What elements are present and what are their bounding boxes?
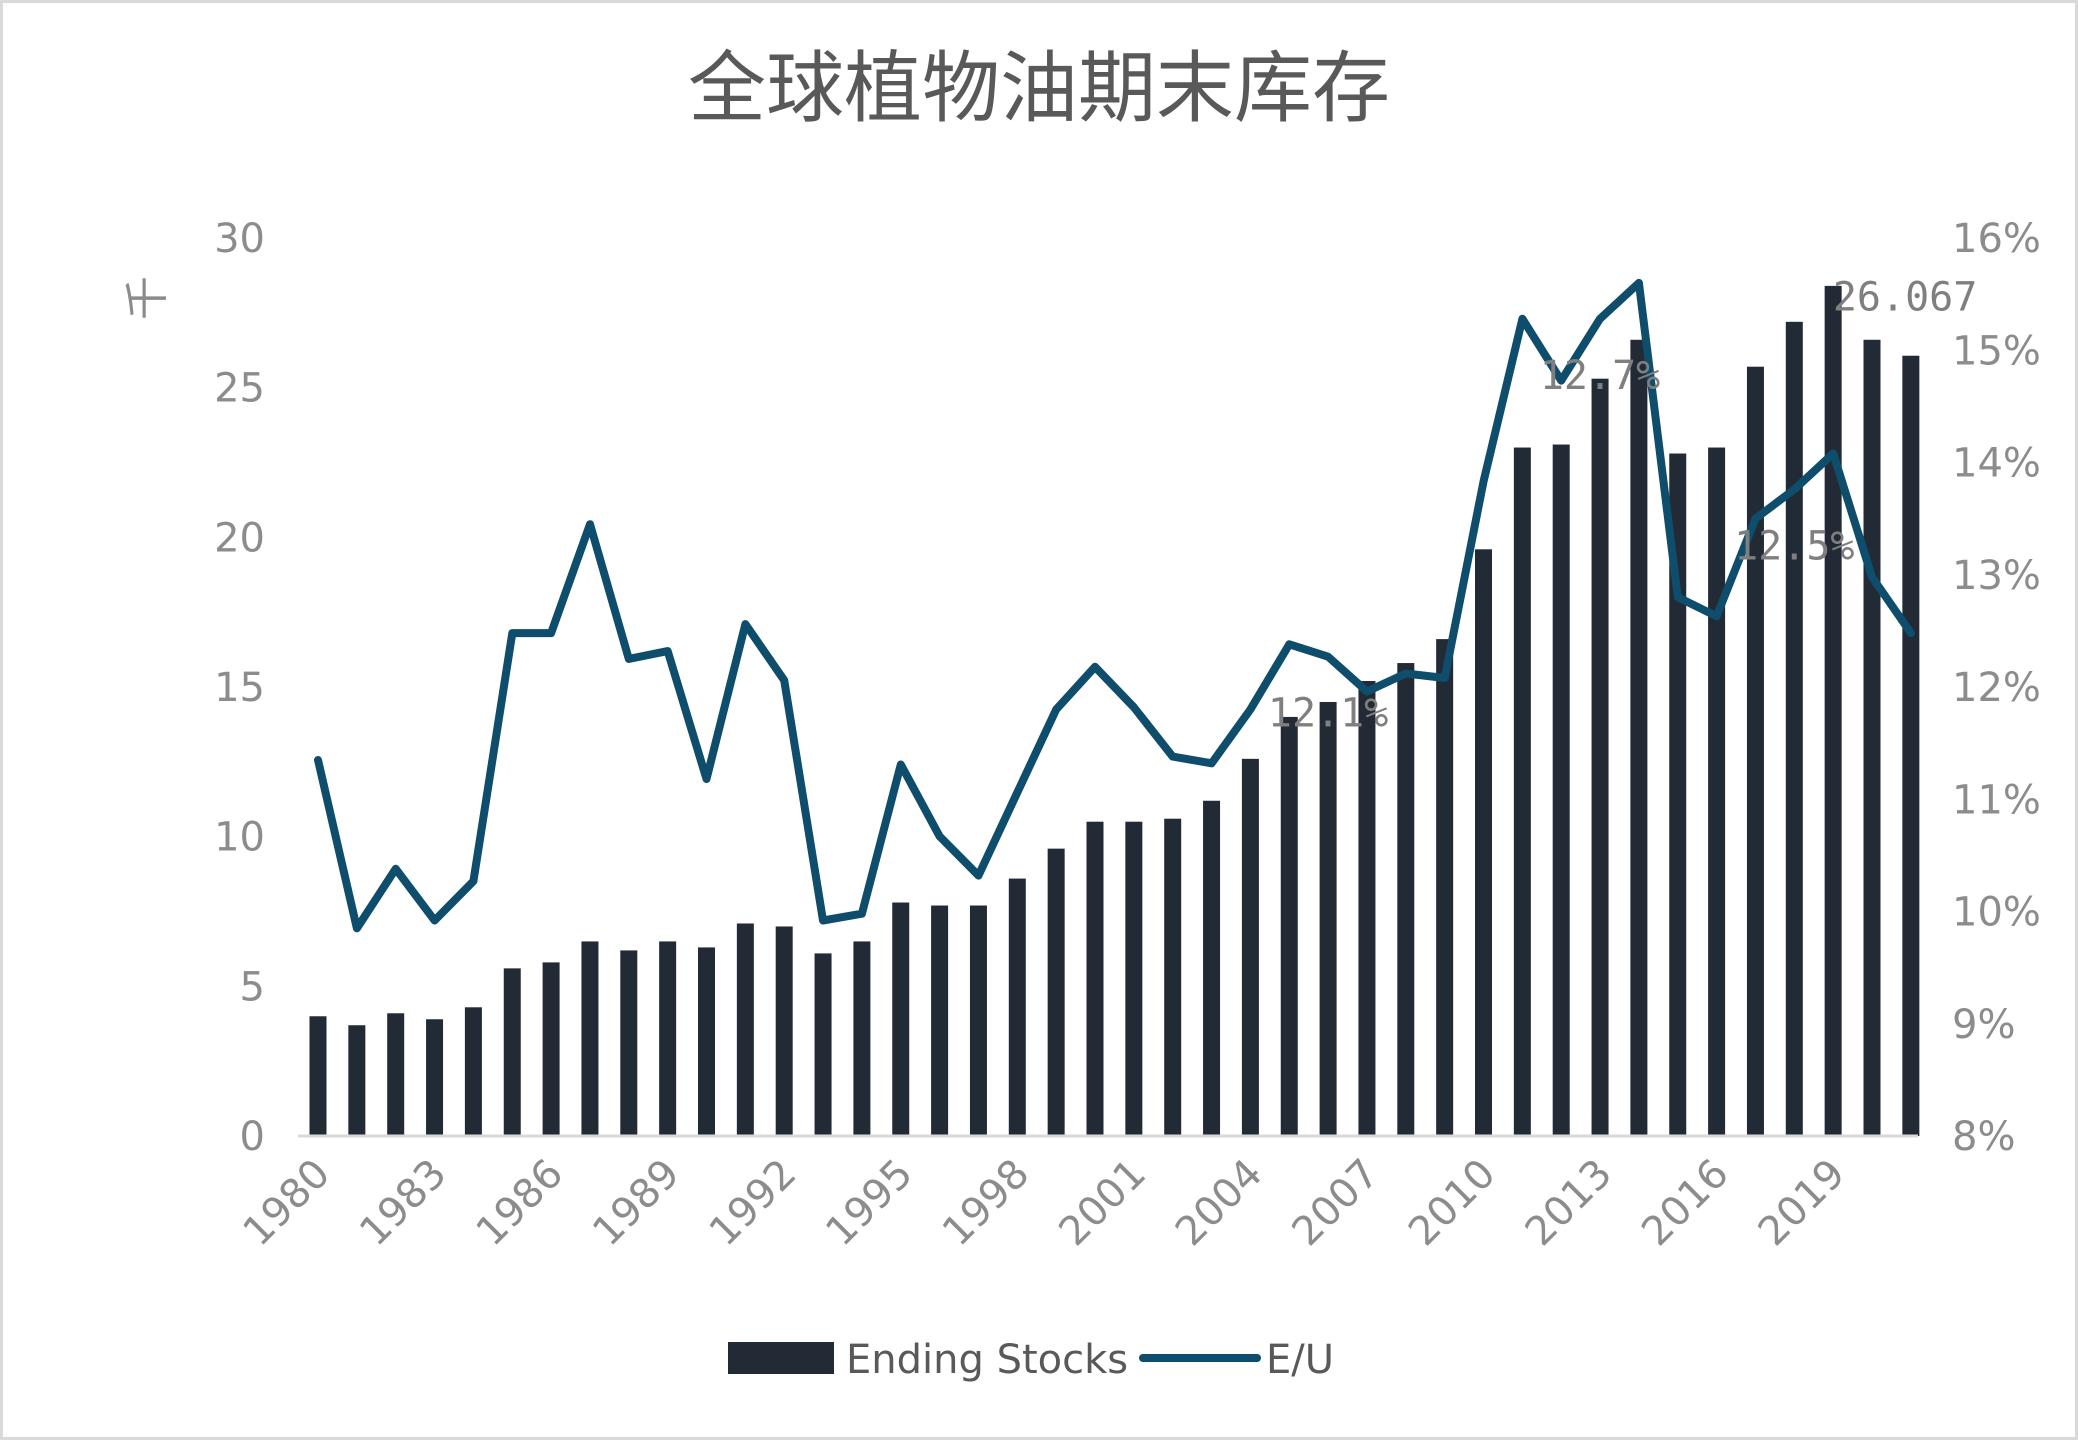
- y-right-tick-11pct: 11%: [1952, 777, 2041, 823]
- bar-1982: [387, 1013, 405, 1136]
- bar-2015: [1669, 453, 1687, 1136]
- x-tick-2019: 2019: [1750, 1151, 1855, 1256]
- bar-1983: [426, 1019, 444, 1136]
- x-tick-1995: 1995: [817, 1151, 922, 1256]
- y-left-tick-20: 20: [214, 515, 265, 561]
- bar-2019: [1824, 285, 1842, 1137]
- bar-1981: [348, 1025, 366, 1136]
- bar-2021: [1902, 355, 1920, 1137]
- x-tick-2004: 2004: [1167, 1151, 1272, 1256]
- legend-label-ending-stocks: Ending Stocks: [846, 1337, 1128, 1383]
- data-label-2021: 26.067: [1833, 275, 1978, 321]
- line-series: [314, 278, 1915, 933]
- bar-1990: [698, 947, 715, 1136]
- chart-title: 全球植物油期末库存: [688, 44, 1390, 134]
- bar-2013: [1591, 378, 1609, 1137]
- x-tick-1980: 1980: [235, 1151, 340, 1256]
- data-label-2013: 12.7%: [1540, 353, 1660, 399]
- legend-swatch-ending-stocks: [728, 1342, 834, 1374]
- bar-1984: [464, 1007, 482, 1136]
- x-tick-2007: 2007: [1284, 1151, 1389, 1256]
- bar-1986: [542, 962, 560, 1136]
- y-right-tick-14pct: 14%: [1952, 441, 2041, 487]
- x-tick-1983: 1983: [351, 1151, 456, 1256]
- x-tick-2016: 2016: [1633, 1151, 1738, 1256]
- bar-2011: [1513, 447, 1531, 1136]
- bar-2007: [1358, 681, 1376, 1136]
- bar-2018: [1785, 321, 1803, 1136]
- bar-1996: [931, 905, 949, 1136]
- x-tick-2010: 2010: [1400, 1151, 1505, 1256]
- y-right-tick-13pct: 13%: [1952, 553, 2041, 599]
- bar-2016: [1708, 447, 1726, 1136]
- x-tick-2013: 2013: [1517, 1151, 1622, 1256]
- bar-2002: [1164, 818, 1182, 1136]
- data-label-2018: 12.5%: [1734, 523, 1854, 569]
- bar-1994: [853, 941, 871, 1136]
- y-left-tick-30: 30: [214, 216, 265, 262]
- x-tick-1998: 1998: [934, 1151, 1039, 1256]
- x-tick-1989: 1989: [584, 1151, 689, 1256]
- y-left-ticks: 0 5 10 15 20 25 30: [214, 216, 265, 1160]
- y-right-tick-8pct: 8%: [1952, 1114, 2015, 1160]
- bar-1987: [581, 941, 599, 1136]
- x-tick-1992: 1992: [701, 1151, 806, 1256]
- y-left-unit: 千: [122, 276, 173, 320]
- bar-2005: [1280, 716, 1298, 1136]
- bar-2003: [1203, 800, 1221, 1136]
- eu-line: [314, 278, 1915, 933]
- bar-1991: [736, 923, 754, 1136]
- bar-1998: [1008, 878, 1026, 1136]
- bar-1993: [814, 953, 832, 1136]
- y-right-tick-10pct: 10%: [1952, 890, 2041, 936]
- legend: Ending Stocks E/U: [728, 1337, 1334, 1383]
- x-axis-ticks: 1980 1983 1986 1989 1992 1995 1998 2001 2004 2007…: [235, 1151, 1855, 1256]
- y-right-tick-12pct: 12%: [1952, 665, 2041, 711]
- bar-2009: [1436, 639, 1454, 1136]
- bar-1989: [659, 941, 677, 1136]
- data-labels: 12.1% 12.7% 12.5% 26.067: [1268, 275, 1977, 737]
- bar-2004: [1241, 758, 1259, 1136]
- bar-series: [309, 285, 1920, 1137]
- y-left-tick-5: 5: [240, 964, 265, 1010]
- y-left-tick-10: 10: [214, 815, 265, 861]
- data-label-2006: 12.1%: [1268, 691, 1388, 737]
- y-left-tick-15: 15: [214, 665, 265, 711]
- x-tick-1986: 1986: [468, 1151, 573, 1256]
- y-right-ticks: 8% 9% 10% 11% 12% 13% 14% 15% 16%: [1952, 216, 2041, 1160]
- bar-2014: [1630, 339, 1648, 1137]
- bar-2000: [1086, 821, 1104, 1136]
- y-right-tick-15pct: 15%: [1952, 328, 2041, 374]
- bar-1992: [775, 926, 793, 1136]
- bar-2017: [1746, 366, 1764, 1136]
- y-right-tick-16pct: 16%: [1952, 216, 2041, 262]
- bar-2001: [1125, 821, 1143, 1136]
- y-left-tick-25: 25: [214, 366, 265, 412]
- bar-1995: [892, 902, 910, 1136]
- bar-1980: [309, 1016, 327, 1136]
- y-right-tick-9pct: 9%: [1952, 1002, 2015, 1048]
- bar-1988: [620, 950, 638, 1136]
- bar-1999: [1047, 848, 1065, 1136]
- bar-2020: [1863, 339, 1881, 1137]
- x-tick-2001: 2001: [1050, 1151, 1155, 1256]
- bar-2012: [1552, 444, 1570, 1136]
- y-left-tick-0: 0: [240, 1114, 265, 1160]
- bar-1985: [503, 968, 521, 1136]
- legend-label-eu: E/U: [1266, 1337, 1334, 1383]
- bar-1997: [969, 905, 987, 1136]
- bar-2006: [1319, 701, 1337, 1136]
- bar-2008: [1397, 663, 1415, 1136]
- bar-2010: [1475, 549, 1492, 1136]
